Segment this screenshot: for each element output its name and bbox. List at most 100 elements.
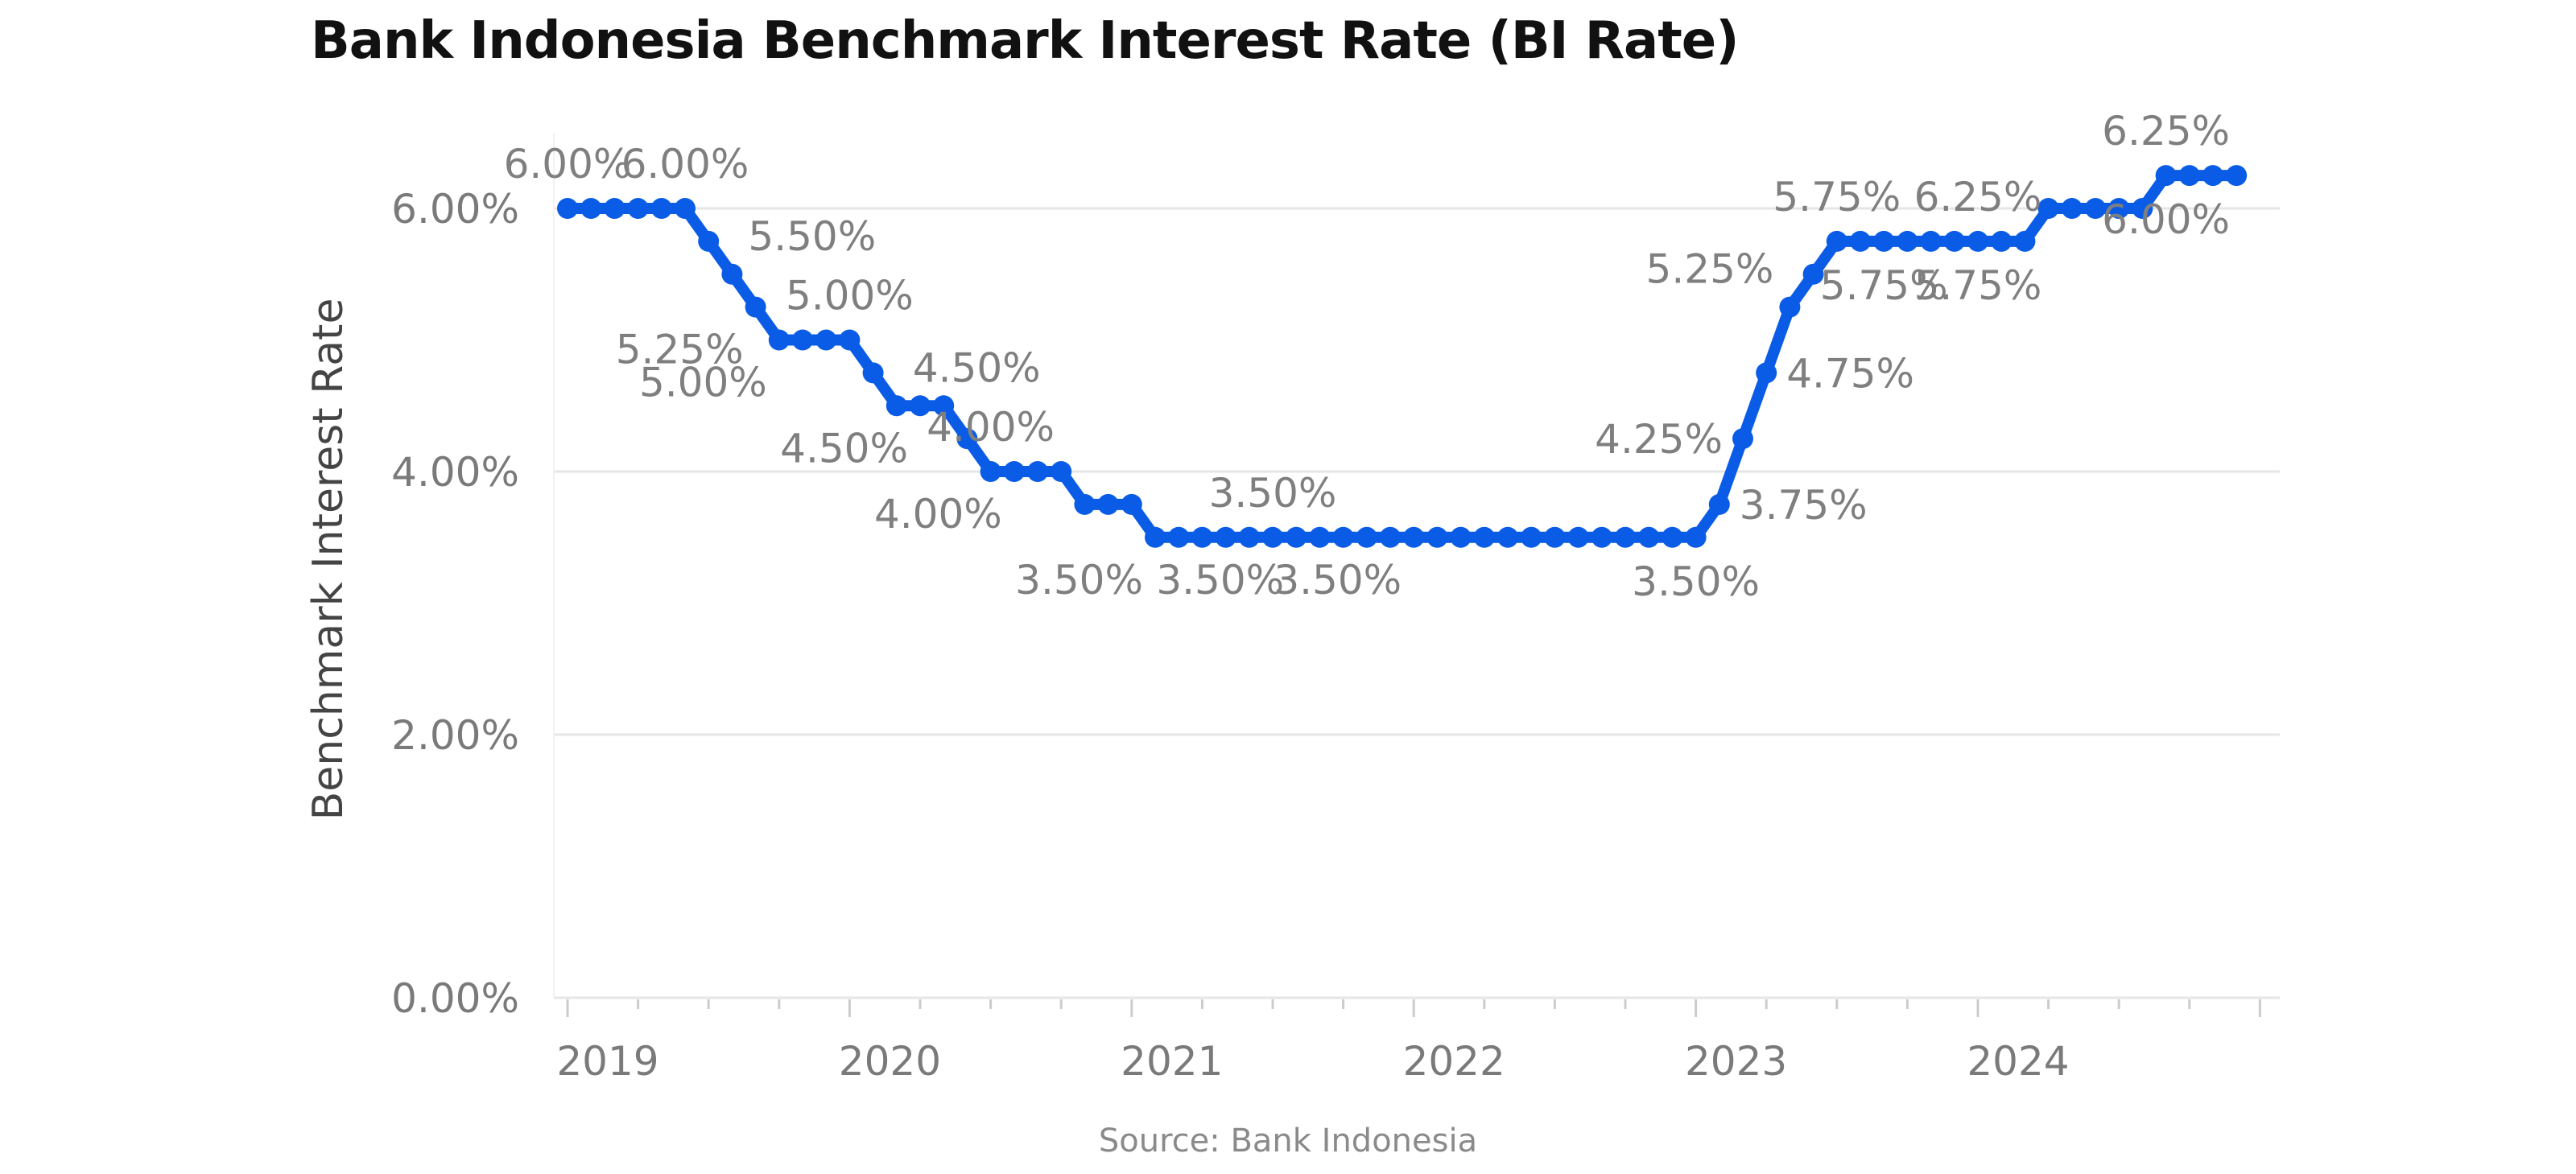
data-point	[1191, 526, 1213, 548]
data-point	[1850, 230, 1871, 252]
data-point	[627, 198, 649, 219]
data-point	[1097, 493, 1119, 515]
gridlines	[554, 207, 2280, 736]
data-point	[980, 461, 1001, 482]
data-point	[1591, 526, 1612, 548]
data-point	[2108, 198, 2130, 219]
data-point	[1332, 526, 1354, 548]
data-point	[2226, 165, 2248, 187]
data-point	[580, 198, 602, 219]
data-point	[1145, 526, 1166, 548]
data-point	[2014, 230, 2036, 252]
data-point	[721, 263, 743, 285]
data-label: 5.25%	[616, 327, 744, 373]
data-point	[1521, 526, 1542, 548]
data-label: 4.00%	[874, 491, 1002, 538]
data-point	[1497, 526, 1518, 548]
y-tick-label: 6.00%	[391, 186, 519, 233]
data-point	[2061, 198, 2083, 219]
data-point	[1356, 526, 1377, 548]
data-point	[1051, 461, 1072, 482]
x-tick-label: 2019	[556, 1038, 658, 1085]
data-point	[1920, 230, 1942, 252]
x-tick-label: 2020	[839, 1038, 941, 1085]
data-point	[1168, 526, 1190, 548]
data-point	[1826, 230, 1847, 252]
axes	[553, 133, 2280, 1017]
data-point	[1121, 493, 1142, 515]
data-label: 3.50%	[1156, 557, 1284, 603]
x-tick-labels: 2019 2020 2021 2022 2023 2024	[556, 1038, 2069, 1085]
data-point	[675, 198, 696, 219]
data-point	[1615, 526, 1636, 548]
data-point	[1473, 526, 1495, 548]
data-label: 6.00%	[2102, 196, 2230, 243]
data-label: 6.25%	[2102, 108, 2230, 154]
x-tick-label: 2022	[1403, 1038, 1505, 1085]
data-point	[1403, 526, 1425, 548]
data-point	[2178, 165, 2200, 187]
x-tick-label: 2021	[1121, 1038, 1223, 1085]
data-point	[1309, 526, 1331, 548]
data-label: 6.25%	[1914, 174, 2042, 220]
y-tick-labels: 0.00% 2.00% 4.00% 6.00%	[391, 186, 519, 1022]
data-point	[1286, 526, 1307, 548]
data-label: 5.00%	[786, 273, 914, 319]
data-label: 5.75%	[1773, 174, 1901, 220]
data-point	[815, 329, 837, 351]
data-label: 4.75%	[1786, 350, 1914, 397]
data-point	[2132, 198, 2153, 219]
chart-title: Bank Indonesia Benchmark Interest Rate (…	[311, 11, 1739, 71]
data-point	[1991, 230, 2013, 252]
data-point	[1967, 230, 1988, 252]
data-point	[1685, 526, 1707, 548]
data-point	[698, 230, 720, 252]
data-point	[933, 395, 955, 417]
data-point	[1873, 230, 1895, 252]
data-point	[2037, 198, 2059, 219]
data-point	[839, 329, 861, 351]
data-label: 6.00%	[621, 141, 749, 187]
data-label: 3.50%	[1209, 470, 1337, 517]
data-label: 4.50%	[913, 344, 1041, 391]
data-label: 3.50%	[1632, 558, 1760, 605]
y-tick-label: 0.00%	[391, 975, 519, 1022]
data-point	[1215, 526, 1236, 548]
data-point	[886, 395, 907, 417]
y-axis-label: Benchmark Interest Rate	[304, 299, 353, 821]
data-label: 5.25%	[1646, 246, 1774, 293]
data-label: 4.50%	[780, 425, 908, 472]
data-point	[1897, 230, 1918, 252]
data-point	[1567, 526, 1589, 548]
data-label: 5.75%	[1914, 262, 2042, 309]
x-tick-label: 2023	[1685, 1038, 1787, 1085]
data-point	[1262, 526, 1283, 548]
data-point	[1756, 362, 1777, 384]
data-label: 3.50%	[1274, 557, 1402, 603]
x-tick-label: 2024	[1967, 1038, 2069, 1085]
data-label: 5.00%	[639, 360, 767, 406]
data-point	[1450, 526, 1472, 548]
data-label: 6.00%	[504, 141, 632, 187]
data-point	[1662, 526, 1683, 548]
y-tick-label: 4.00%	[391, 449, 519, 496]
data-point	[1074, 493, 1096, 515]
data-point	[2085, 198, 2106, 219]
data-point	[1426, 526, 1448, 548]
series-bi-rate	[557, 165, 2248, 548]
data-point	[1638, 526, 1660, 548]
data-label: 4.00%	[927, 404, 1055, 451]
data-point	[1380, 526, 1401, 548]
data-label: 4.25%	[1595, 416, 1723, 463]
data-label: 3.75%	[1740, 482, 1868, 529]
data-labels: 6.00%6.00%5.50%5.25%5.00%5.00%4.50%4.50%…	[504, 108, 2230, 605]
data-point	[1544, 526, 1566, 548]
data-point	[650, 198, 672, 219]
data-label: 3.50%	[1015, 557, 1143, 603]
data-point	[768, 329, 790, 351]
y-tick-label: 2.00%	[391, 712, 519, 759]
data-point	[1732, 428, 1753, 450]
data-point	[2202, 165, 2223, 187]
source-note: Source: Bank Indonesia	[1098, 1123, 1478, 1160]
